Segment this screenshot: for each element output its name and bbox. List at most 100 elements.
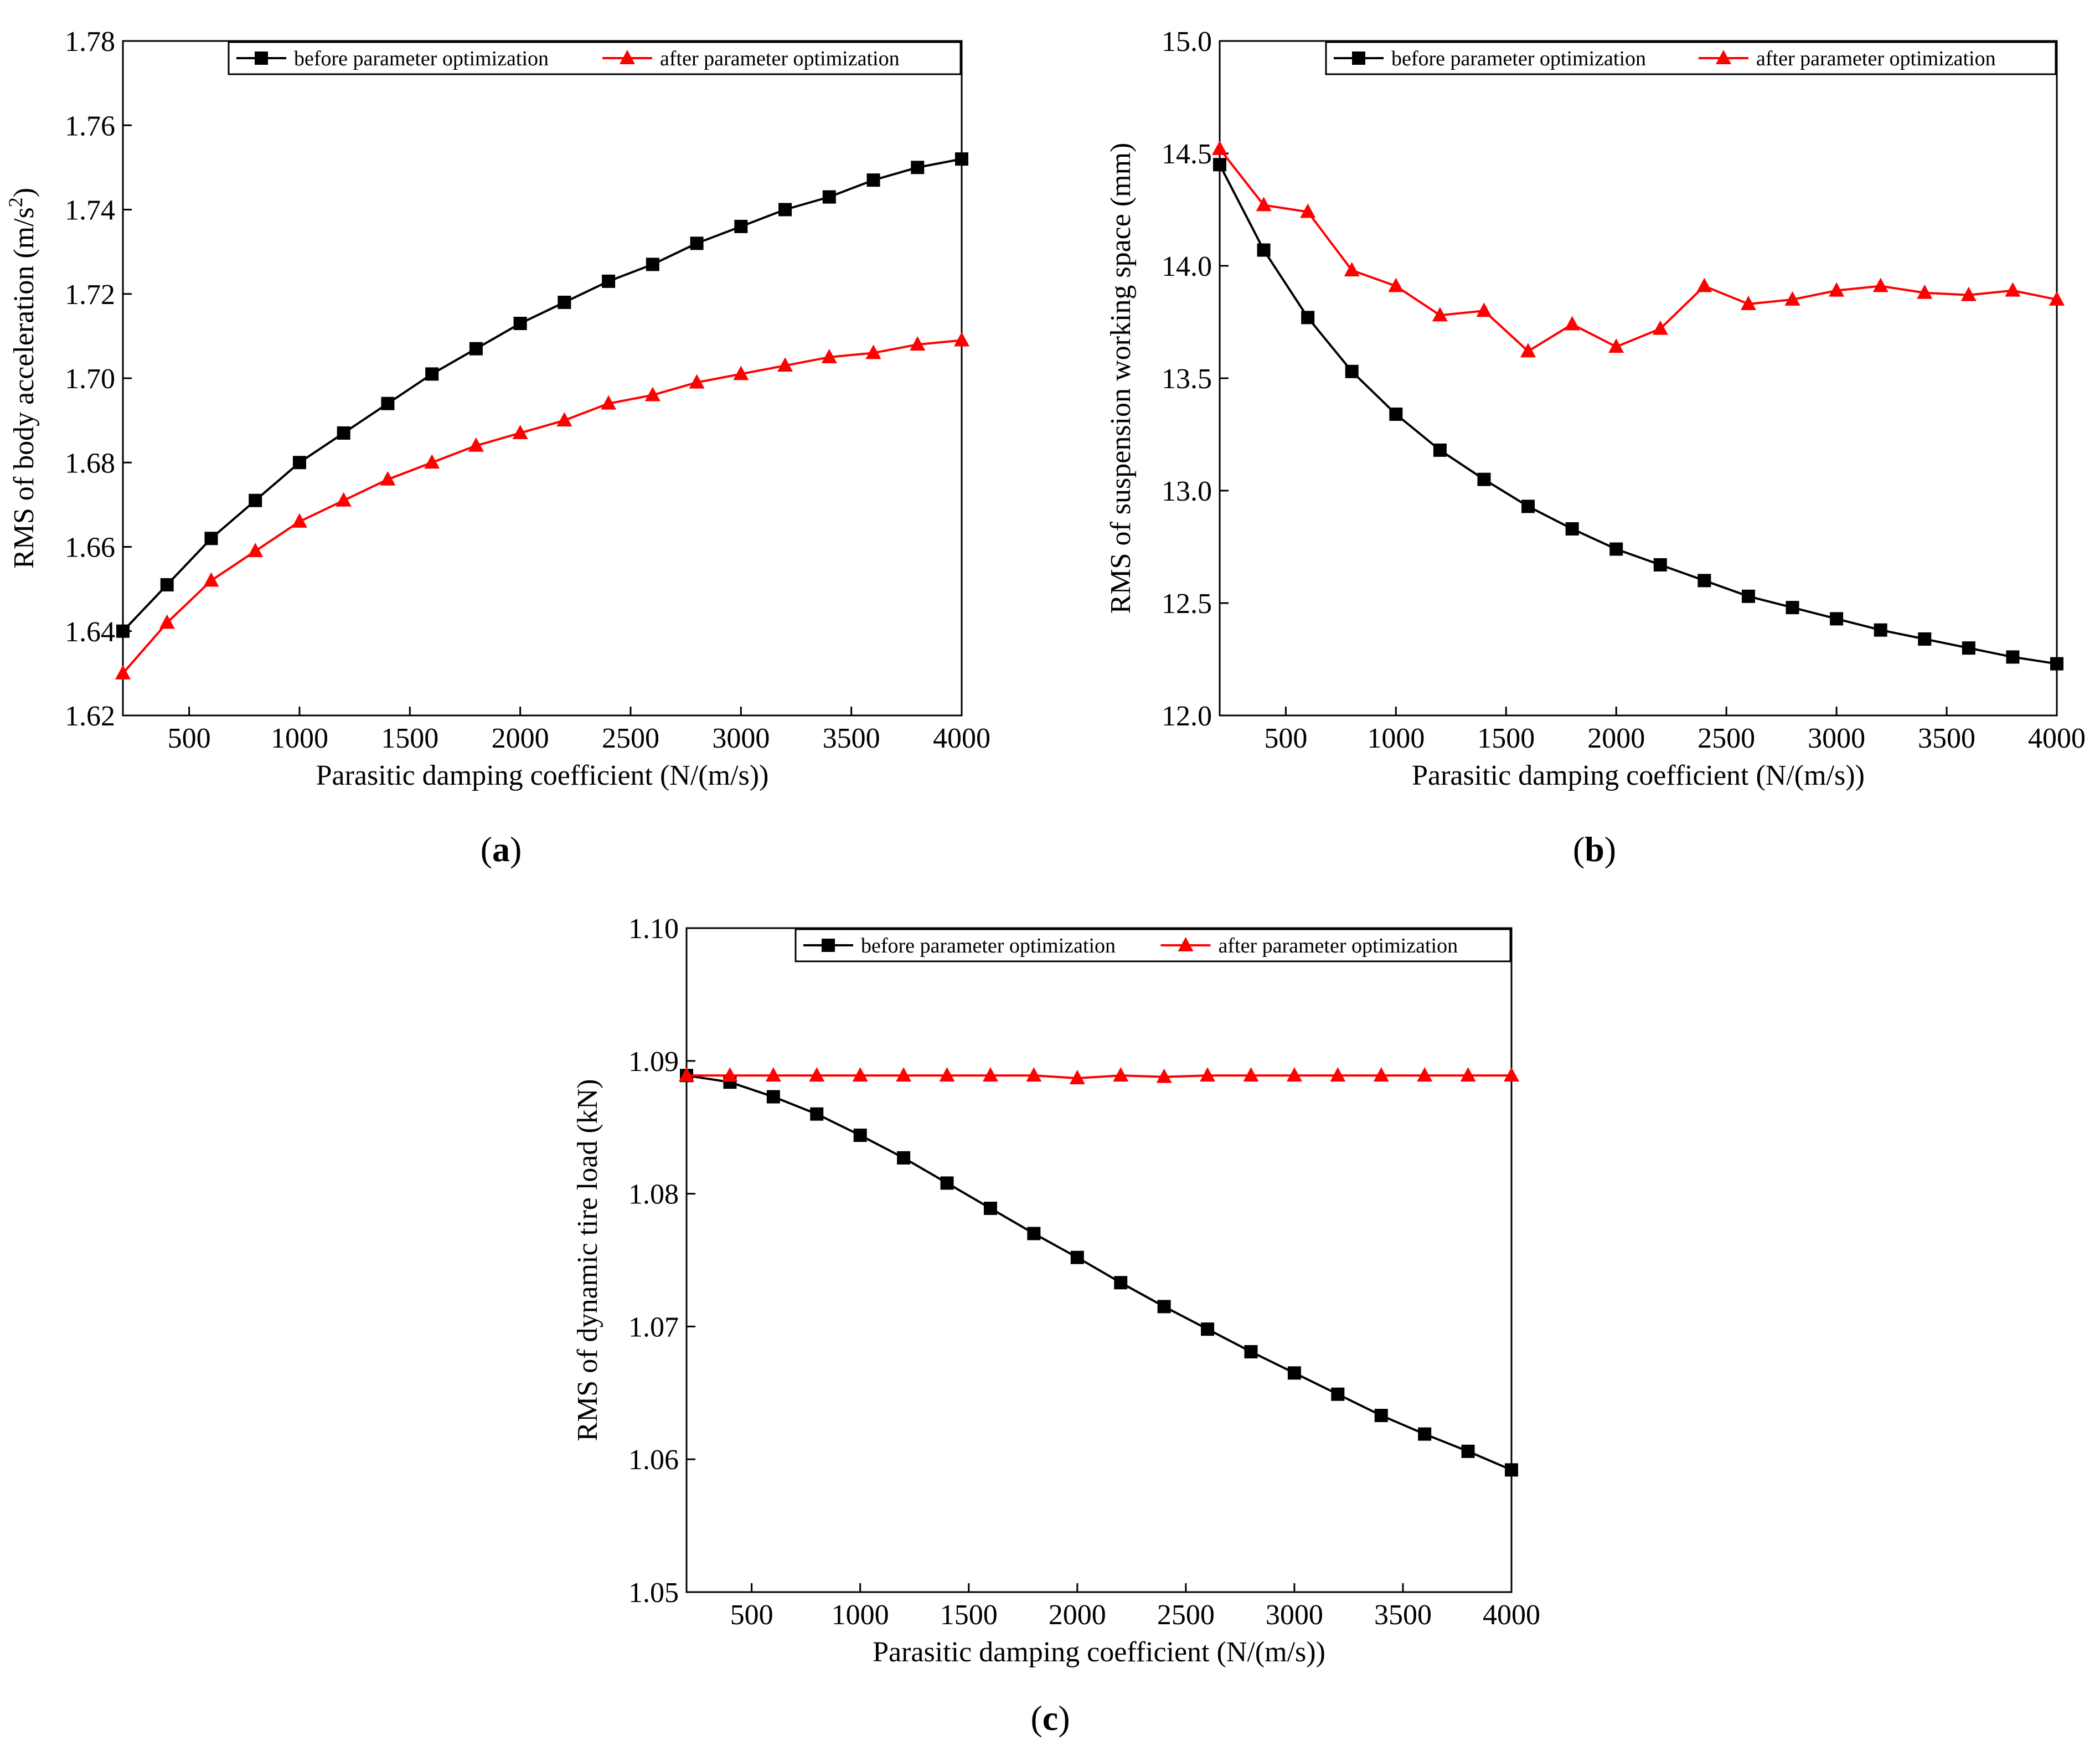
data-point-after xyxy=(821,348,837,363)
plot-frame xyxy=(685,927,1513,1593)
data-point-after xyxy=(2049,291,2065,306)
y-tick-label: 15.0 xyxy=(1162,26,1212,58)
data-point-after xyxy=(2005,282,2021,297)
series-line-after xyxy=(122,339,962,674)
data-point-before xyxy=(690,236,704,250)
x-tick-label: 4000 xyxy=(1483,1599,1540,1631)
y-tick-label: 14.0 xyxy=(1162,251,1212,282)
data-point-after xyxy=(1432,307,1448,322)
data-point-before xyxy=(292,456,306,470)
chart-panel-c: 500 1000 1500 2000 2500 3000 3500 4000 1.05 1.06 1… xyxy=(572,913,1540,1668)
data-point-before xyxy=(983,1201,997,1215)
series-line-after xyxy=(687,1074,1511,1079)
data-point-before xyxy=(425,367,439,381)
data-point-before xyxy=(204,532,218,545)
data-point-before xyxy=(249,493,262,507)
data-point-before xyxy=(955,152,968,166)
data-point-before xyxy=(1918,632,1932,646)
data-point-before xyxy=(1331,1387,1345,1401)
legend-label: after parameter optimization xyxy=(1219,934,1458,957)
data-point-before xyxy=(1505,1463,1518,1477)
data-point-before xyxy=(646,258,659,271)
legend-swatch-marker xyxy=(1178,937,1194,951)
x-tick-label: 2000 xyxy=(1587,723,1645,754)
data-point-before xyxy=(381,396,395,410)
data-point-after xyxy=(722,1067,738,1082)
x-tick-label: 3500 xyxy=(1918,723,1975,754)
data-point-before xyxy=(513,317,527,331)
panel-label-a: (a) xyxy=(481,830,522,869)
data-point-before xyxy=(940,1176,954,1190)
data-point-after xyxy=(1564,316,1580,331)
data-point-after xyxy=(1872,277,1889,292)
data-point-after xyxy=(1520,343,1536,358)
y-axis-title: RMS of dynamic tire load (kN) xyxy=(572,1079,603,1441)
y-tick-label: 1.62 xyxy=(65,701,115,732)
y-tick-label: 12.0 xyxy=(1162,701,1212,732)
data-point-after xyxy=(1156,1068,1172,1083)
data-point-after xyxy=(1476,302,1492,317)
data-point-after xyxy=(865,344,881,359)
data-point-before xyxy=(116,624,130,638)
data-point-before xyxy=(1287,1366,1301,1380)
series-line-before xyxy=(686,1074,1512,1471)
data-point-after xyxy=(939,1067,955,1082)
data-point-after xyxy=(1917,284,1933,299)
x-tick-label: 3500 xyxy=(1374,1599,1432,1631)
data-point-before xyxy=(1213,158,1226,172)
x-tick-label: 2000 xyxy=(492,723,549,754)
x-tick-label: 4000 xyxy=(933,723,990,754)
data-point-before xyxy=(1786,601,1799,615)
data-point-after xyxy=(1829,282,1845,297)
data-point-before xyxy=(1201,1322,1215,1336)
data-point-after xyxy=(1460,1067,1476,1082)
data-point-before xyxy=(866,173,880,187)
legend-box xyxy=(228,41,962,75)
legend-swatch-marker xyxy=(1352,52,1365,65)
data-point-after xyxy=(1300,203,1316,218)
x-tick-label: 2500 xyxy=(1697,723,1755,754)
data-point-before xyxy=(1301,311,1315,325)
data-point-after xyxy=(733,365,749,380)
data-point-after xyxy=(1608,338,1624,353)
legend-label: before parameter optimization xyxy=(861,934,1116,957)
data-point-after xyxy=(424,454,440,469)
data-point-before xyxy=(1374,1409,1388,1423)
y-tick-label: 1.10 xyxy=(628,913,679,945)
data-point-before xyxy=(822,190,836,204)
y-tick-label: 1.78 xyxy=(65,26,115,58)
data-point-after xyxy=(1286,1067,1302,1082)
x-tick-label: 2500 xyxy=(602,723,659,754)
data-point-before xyxy=(1565,522,1579,536)
data-point-after xyxy=(954,332,969,347)
data-point-after xyxy=(1784,291,1800,306)
panel-label-b: (b) xyxy=(1573,830,1616,869)
x-tick-label: 3000 xyxy=(1808,723,1865,754)
data-point-before xyxy=(1477,472,1491,486)
legend-label: after parameter optimization xyxy=(660,47,900,70)
series-line-after xyxy=(1219,148,2057,353)
legend-swatch-marker xyxy=(1716,50,1731,64)
data-point-before xyxy=(558,295,571,309)
data-point-after xyxy=(910,336,926,351)
data-point-before xyxy=(853,1129,867,1142)
data-point-after xyxy=(1256,197,1272,212)
data-point-after xyxy=(1696,277,1712,292)
data-point-before xyxy=(337,426,350,440)
data-point-after xyxy=(1212,140,1227,155)
x-tick-label: 4000 xyxy=(2028,723,2086,754)
legend-swatch-marker xyxy=(255,52,268,65)
data-point-before xyxy=(1653,558,1667,571)
y-tick-label: 1.08 xyxy=(628,1179,679,1211)
data-point-before xyxy=(2006,650,2020,664)
data-point-before xyxy=(810,1107,824,1121)
y-tick-label: 1.74 xyxy=(65,195,115,226)
data-point-after xyxy=(1417,1067,1433,1082)
series-line-before xyxy=(1219,164,2057,665)
data-point-before xyxy=(1962,641,1975,655)
x-tick-label: 1500 xyxy=(381,723,438,754)
legend-swatch-marker xyxy=(620,50,635,64)
x-axis-title: Parasitic damping coefficient (N/(m/s)) xyxy=(1412,760,1865,791)
legend-label: after parameter optimization xyxy=(1756,47,1996,70)
